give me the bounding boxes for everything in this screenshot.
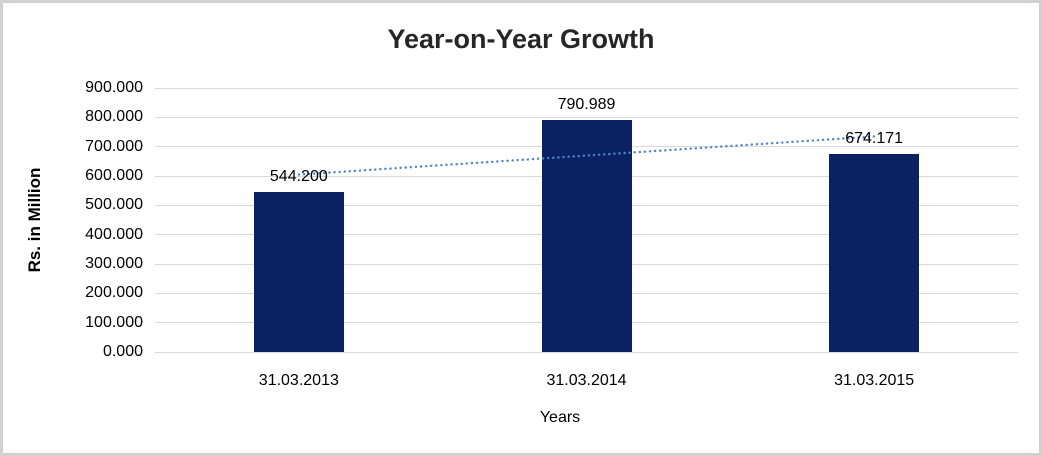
x-tick-label: 31.03.2015 xyxy=(834,372,915,389)
bar-31.03.2014 xyxy=(541,119,632,352)
gridline xyxy=(155,87,1018,89)
y-tick-label: 400.000 xyxy=(85,225,143,243)
y-tick-label: 900.000 xyxy=(85,79,143,96)
y-tick-label: 100.000 xyxy=(85,313,143,331)
y-tick-label: 600.000 xyxy=(85,167,143,184)
y-tick-label: 0.000 xyxy=(102,343,143,360)
y-tick-label: 700.000 xyxy=(85,137,143,155)
gridline xyxy=(155,116,1018,118)
y-tick-label: 200.000 xyxy=(85,284,143,302)
bar-data-label: 790.989 xyxy=(557,95,616,113)
y-tick-label: 800.000 xyxy=(85,108,143,126)
x-tick-label: 31.03.2013 xyxy=(258,372,339,389)
y-tick-label: 500.000 xyxy=(85,196,143,214)
x-axis-title: Years xyxy=(539,409,581,426)
bar-31.03.2015 xyxy=(829,154,920,352)
bar-data-label: 544.200 xyxy=(269,168,328,186)
bar-31.03.2013 xyxy=(253,192,344,352)
x-tick-label: 31.03.2014 xyxy=(546,372,627,389)
gridline xyxy=(155,351,1018,353)
bar-data-label: 674.171 xyxy=(845,130,904,148)
y-tick-label: 300.000 xyxy=(85,255,143,272)
y-axis-title: Rs. in Million xyxy=(25,167,44,273)
chart-title: Year-on-Year Growth xyxy=(387,24,655,54)
trendline xyxy=(297,135,876,176)
